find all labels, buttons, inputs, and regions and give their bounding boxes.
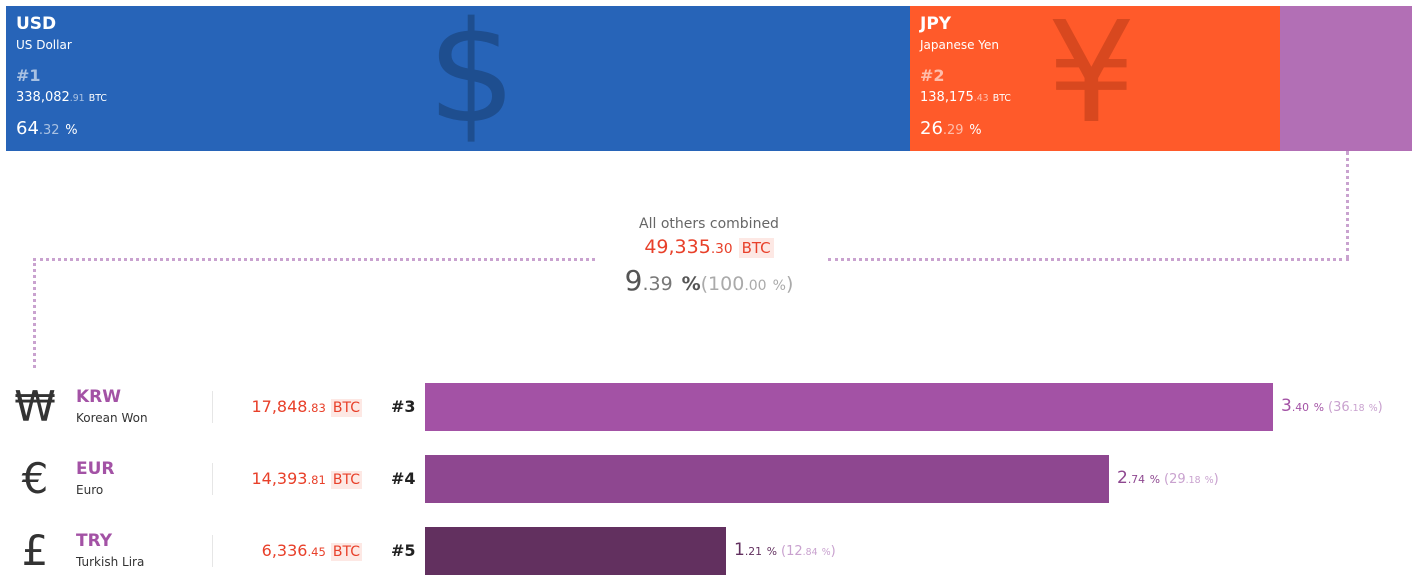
currency-percent: 3.40 % (36.18 %) <box>1281 396 1383 416</box>
currency-name: Euro <box>76 483 104 497</box>
connector-line-right-vertical <box>1346 151 1349 259</box>
segment-volume: 338,082.91 BTC <box>16 90 107 105</box>
won-icon: ₩ <box>14 382 56 431</box>
lira-icon: £ <box>21 526 49 575</box>
currency-name: Korean Won <box>76 411 148 425</box>
others-volume: 49,335.30 BTC <box>0 236 1418 258</box>
currency-code: TRY <box>76 531 113 551</box>
others-percent: 9.39 %(100.00 %) <box>624 264 794 297</box>
currency-percent: 1.21 % (12.84 %) <box>734 540 836 560</box>
row-divider <box>212 391 213 423</box>
currency-rank: #4 <box>391 469 416 488</box>
segment-volume: 138,175.43 BTC <box>920 90 1011 105</box>
currency-bar[interactable] <box>425 455 1109 503</box>
segment-percent: 26.29 % <box>920 118 982 139</box>
row-divider <box>212 535 213 567</box>
currency-code: EUR <box>76 459 115 479</box>
segment-name: Japanese Yen <box>920 38 1000 52</box>
currency-row-eur[interactable]: € EUR Euro 14,393.81 BTC #4 2.74 % (29.18… <box>0 455 1418 503</box>
segment-jpy[interactable]: ¥ JPY Japanese Yen #2 138,175.43 BTC 26.… <box>910 6 1280 151</box>
euro-icon: € <box>21 454 49 503</box>
currency-volume: 6,336.45 BTC <box>261 541 362 561</box>
currency-percent: 2.74 % (29.18 %) <box>1117 468 1219 488</box>
currency-share-bar: $ USD US Dollar #1 338,082.91 BTC 64.32 … <box>6 6 1412 151</box>
currency-bar[interactable] <box>425 383 1273 431</box>
segment-rank: #2 <box>920 66 945 85</box>
segment-usd[interactable]: $ USD US Dollar #1 338,082.91 BTC 64.32 … <box>6 6 910 151</box>
segment-percent: 64.32 % <box>16 118 78 139</box>
currency-row-krw[interactable]: ₩ KRW Korean Won 17,848.83 BTC #3 3.40 %… <box>0 383 1418 431</box>
segment-code: USD <box>16 14 57 34</box>
currency-name: Turkish Lira <box>76 555 145 569</box>
currency-rank: #5 <box>391 541 416 560</box>
others-summary: All others combined 49,335.30 BTC 9.39 %… <box>0 216 1418 297</box>
currency-bar[interactable] <box>425 527 726 575</box>
segment-rank: #1 <box>16 66 41 85</box>
currency-volume: 14,393.81 BTC <box>251 469 362 489</box>
others-label: All others combined <box>639 216 779 232</box>
currency-rank: #3 <box>391 397 416 416</box>
yen-icon: ¥ <box>1046 6 1136 151</box>
dollar-icon: $ <box>427 6 517 151</box>
currency-row-try[interactable]: £ TRY Turkish Lira 6,336.45 BTC #5 1.21 … <box>0 527 1418 575</box>
currency-volume: 17,848.83 BTC <box>251 397 362 417</box>
connector-line-left-horizontal <box>33 258 595 261</box>
connector-line-left-vertical <box>33 258 36 368</box>
segment-name: US Dollar <box>16 38 72 52</box>
segment-others[interactable] <box>1280 6 1412 151</box>
others-total: (100.00 %) <box>700 273 794 295</box>
connector-line-right-horizontal <box>828 258 1349 261</box>
currency-code: KRW <box>76 387 122 407</box>
row-divider <box>212 463 213 495</box>
segment-code: JPY <box>920 14 952 34</box>
